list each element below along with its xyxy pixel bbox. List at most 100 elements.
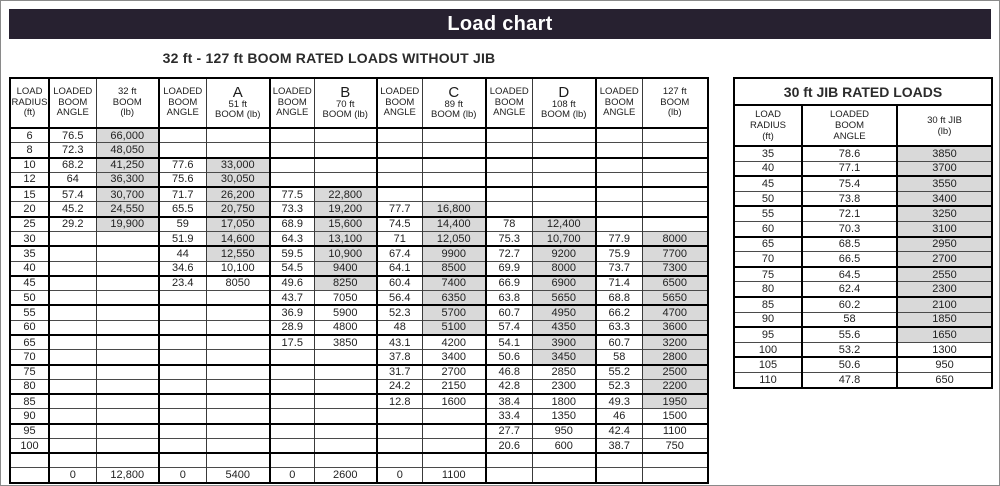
load-value-cell: 3400 — [421, 349, 486, 365]
load-value-cell — [641, 172, 708, 188]
load-value-cell — [641, 467, 708, 483]
jib-table-title: 30 ft JIB RATED LOADS — [734, 78, 993, 106]
boom-angle-cell: 31.7 — [376, 364, 422, 380]
boom-angle-cell: 0 — [269, 467, 314, 483]
boom-angle-cell: 38.7 — [595, 438, 642, 454]
load-value-cell: 3450 — [531, 349, 596, 365]
boom-angle-cell: 12.8 — [376, 394, 422, 409]
jib-boom-angle-cell: 60.2 — [801, 296, 897, 313]
load-value-cell — [641, 157, 708, 173]
boom-angle-cell — [485, 142, 532, 158]
load-value-cell: 4950 — [531, 305, 596, 321]
boom-angle-cell: 64 — [48, 172, 96, 188]
boom-load-header: D 108 ft BOOM (lb) — [531, 78, 596, 129]
table-row: 55 72.1 3250 — [733, 206, 993, 222]
boom-angle-cell: 27.7 — [485, 423, 532, 439]
jib-load-value-cell: 1300 — [895, 342, 993, 358]
load-value-cell: 6900 — [531, 275, 596, 291]
jib-load-radius-cell: 95 — [733, 327, 802, 343]
table-row: 110 47.8 650 — [733, 372, 993, 388]
boom-angle-cell — [376, 128, 422, 143]
boom-angle-cell — [158, 128, 206, 143]
load-value-cell: 19,900 — [95, 216, 159, 232]
load-value-cell: 4350 — [531, 320, 596, 335]
table-row: 85 60.2 2100 — [733, 296, 993, 313]
load-radius-cell: 8 — [9, 142, 49, 158]
load-value-cell: 7050 — [313, 290, 377, 306]
jib-boom-angle-cell: 47.8 — [801, 372, 897, 388]
boom-angle-cell: 55.2 — [595, 364, 642, 380]
load-value-cell — [421, 128, 486, 143]
boom-angle-cell — [158, 142, 206, 158]
boom-angle-cell — [485, 157, 532, 173]
load-value-cell — [205, 305, 270, 321]
load-value-cell: 22,800 — [313, 187, 377, 202]
boom-angle-cell — [48, 438, 96, 454]
boom-angle-cell: 59.5 — [269, 246, 314, 262]
load-radius-cell: 35 — [9, 246, 49, 262]
table-row: 70 66.5 2700 — [733, 251, 993, 267]
boom-angle-cell — [376, 187, 422, 202]
boom-angle-cell: 77.9 — [595, 231, 642, 247]
load-value-cell: 15,600 — [313, 216, 377, 232]
boom-angle-cell: 0 — [48, 467, 96, 483]
jib-load-radius-cell: 75 — [733, 266, 802, 282]
boom-angle-cell — [595, 187, 642, 202]
load-value-cell: 1950 — [641, 394, 708, 409]
jib-load-radius-cell: 55 — [733, 206, 802, 222]
load-radius-cell: 80 — [9, 379, 49, 395]
boom-angle-cell — [48, 349, 96, 365]
boom-angle-header: LOADED BOOM ANGLE — [48, 78, 96, 129]
load-radius-cell: 20 — [9, 201, 49, 217]
load-value-cell — [95, 438, 159, 454]
jib-load-value-cell: 3400 — [895, 191, 993, 207]
load-radius-cell: 50 — [9, 290, 49, 306]
load-value-cell — [313, 453, 377, 468]
boom-angle-cell — [158, 423, 206, 439]
jib-load-radius-cell: 80 — [733, 281, 802, 297]
boom-angle-cell: 36.9 — [269, 305, 314, 321]
load-value-cell — [95, 231, 159, 247]
load-value-cell: 14,400 — [421, 216, 486, 232]
load-value-cell: 66,000 — [95, 128, 159, 143]
load-value-cell — [531, 453, 596, 468]
boom-angle-cell: 72.3 — [48, 142, 96, 158]
boom-angle-cell: 75.3 — [485, 231, 532, 247]
table-row: 60 70.3 3100 — [733, 221, 993, 237]
table-row: 90 58 1850 — [733, 312, 993, 328]
load-value-cell: 600 — [531, 438, 596, 454]
load-value-cell — [313, 438, 377, 454]
boom-angle-cell: 65.5 — [158, 201, 206, 217]
load-radius-cell: 25 — [9, 216, 49, 232]
load-value-cell: 1800 — [531, 394, 596, 409]
boom-angle-cell: 0 — [376, 467, 422, 483]
load-value-cell: 13,100 — [313, 231, 377, 247]
boom-angle-cell: 68.9 — [269, 216, 314, 232]
boom-angle-cell: 71.7 — [158, 187, 206, 202]
table-row: 50 73.8 3400 — [733, 191, 993, 207]
boom-angle-cell: 29.2 — [48, 216, 96, 232]
jib-load-radius-cell: 35 — [733, 146, 802, 162]
load-value-cell — [531, 128, 596, 143]
load-value-cell: 8000 — [531, 261, 596, 276]
load-value-cell — [421, 438, 486, 454]
jib-rated-loads-table: 30 ft JIB RATED LOADS LOAD RADIUS (ft) LOADE… — [733, 77, 994, 389]
jib-load-value-cell: 2100 — [895, 296, 993, 313]
jib-load-radius-cell: 85 — [733, 296, 802, 313]
boom-angle-cell — [376, 142, 422, 158]
jib-load-radius-cell: 70 — [733, 251, 802, 267]
table-row: 95 27.7 950 42.4 1100 — [9, 423, 708, 439]
jib-load-radius-cell: 45 — [733, 176, 802, 192]
table-row: 8 72.3 48,050 — [9, 142, 708, 158]
load-value-cell: 2850 — [531, 364, 596, 380]
boom-angle-cell — [269, 394, 314, 409]
jib-load-radius-cell: 65 — [733, 236, 802, 252]
boom-angle-cell: 66.9 — [485, 275, 532, 291]
load-value-cell — [421, 157, 486, 173]
load-value-cell — [205, 453, 270, 468]
load-value-cell: 3850 — [313, 334, 377, 350]
jib-load-value-cell: 950 — [895, 357, 993, 373]
boom-angle-cell — [595, 172, 642, 188]
load-value-cell — [313, 142, 377, 158]
load-value-cell: 33,000 — [205, 157, 270, 173]
